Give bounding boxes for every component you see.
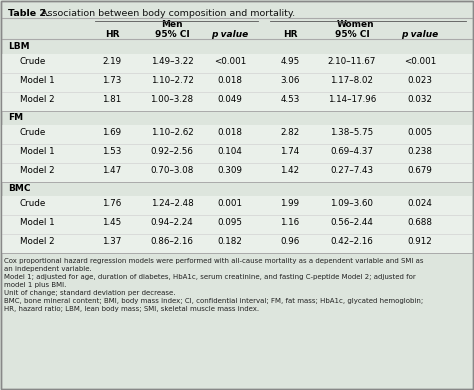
Text: Model 2: Model 2 <box>20 237 55 246</box>
Text: 3.06: 3.06 <box>280 76 300 85</box>
Text: 0.182: 0.182 <box>218 237 242 246</box>
Text: 0.018: 0.018 <box>218 128 243 137</box>
Text: Cox proportional hazard regression models were performed with all-cause mortalit: Cox proportional hazard regression model… <box>4 258 423 264</box>
Text: 95% CI: 95% CI <box>335 30 369 39</box>
Text: Crude: Crude <box>20 57 46 66</box>
Text: 0.27–7.43: 0.27–7.43 <box>330 166 374 175</box>
Text: 0.005: 0.005 <box>408 128 433 137</box>
Text: 0.095: 0.095 <box>218 218 243 227</box>
Text: model 1 plus BMI.: model 1 plus BMI. <box>4 282 66 288</box>
Text: Crude: Crude <box>20 128 46 137</box>
Text: 0.309: 0.309 <box>218 166 243 175</box>
Text: 1.17–8.02: 1.17–8.02 <box>330 76 374 85</box>
Text: 1.09–3.60: 1.09–3.60 <box>330 199 374 208</box>
Text: 0.679: 0.679 <box>408 166 432 175</box>
Bar <box>2 144 472 163</box>
Text: 1.10–2.72: 1.10–2.72 <box>151 76 193 85</box>
Text: Model 1: Model 1 <box>20 147 55 156</box>
Text: 0.94–2.24: 0.94–2.24 <box>151 218 193 227</box>
Text: 2.19: 2.19 <box>102 57 121 66</box>
Text: HR: HR <box>105 30 119 39</box>
Text: 0.69–4.37: 0.69–4.37 <box>330 147 374 156</box>
Text: 2.10–11.67: 2.10–11.67 <box>328 57 376 66</box>
Text: 1.49–3.22: 1.49–3.22 <box>151 57 193 66</box>
Text: 0.96: 0.96 <box>281 237 300 246</box>
Text: 0.42–2.16: 0.42–2.16 <box>331 237 374 246</box>
Bar <box>2 215 472 234</box>
Text: 0.001: 0.001 <box>218 199 243 208</box>
Text: 0.688: 0.688 <box>408 218 432 227</box>
Text: 4.95: 4.95 <box>281 57 300 66</box>
Text: p value: p value <box>211 30 249 39</box>
Text: <0.001: <0.001 <box>404 57 436 66</box>
Text: HR: HR <box>283 30 297 39</box>
Text: 0.024: 0.024 <box>408 199 432 208</box>
Text: 1.76: 1.76 <box>102 199 122 208</box>
Text: Model 1; adjusted for age, duration of diabetes, HbA1c, serum creatinine, and fa: Model 1; adjusted for age, duration of d… <box>4 274 416 280</box>
Text: 1.00–3.28: 1.00–3.28 <box>150 95 193 104</box>
Bar <box>2 163 472 182</box>
Text: 1.73: 1.73 <box>102 76 122 85</box>
Bar <box>2 54 472 73</box>
Text: FM: FM <box>8 113 23 122</box>
Text: Crude: Crude <box>20 199 46 208</box>
Text: 1.16: 1.16 <box>281 218 300 227</box>
Text: Model 2: Model 2 <box>20 166 55 175</box>
Bar <box>2 125 472 144</box>
Text: 4.53: 4.53 <box>280 95 300 104</box>
Text: 1.37: 1.37 <box>102 237 122 246</box>
Bar <box>2 73 472 92</box>
Text: 1.69: 1.69 <box>102 128 121 137</box>
Text: Unit of change; standard deviation per decrease.: Unit of change; standard deviation per d… <box>4 290 175 296</box>
Bar <box>2 234 472 253</box>
Text: Men: Men <box>161 20 182 29</box>
Text: 0.023: 0.023 <box>408 76 432 85</box>
Text: 0.104: 0.104 <box>218 147 242 156</box>
Text: 1.45: 1.45 <box>102 218 122 227</box>
Text: 0.56–2.44: 0.56–2.44 <box>330 218 374 227</box>
Text: BMC: BMC <box>8 184 30 193</box>
Text: p value: p value <box>401 30 438 39</box>
Text: 1.81: 1.81 <box>102 95 122 104</box>
Text: 1.99: 1.99 <box>281 199 300 208</box>
Text: Model 1: Model 1 <box>20 218 55 227</box>
Text: 1.14–17.96: 1.14–17.96 <box>328 95 376 104</box>
Text: Model 2: Model 2 <box>20 95 55 104</box>
Text: an independent variable.: an independent variable. <box>4 266 92 272</box>
Bar <box>2 92 472 111</box>
Text: LBM: LBM <box>8 42 29 51</box>
Text: 1.24–2.48: 1.24–2.48 <box>151 199 193 208</box>
Text: Model 1: Model 1 <box>20 76 55 85</box>
Text: Table 2.: Table 2. <box>8 9 50 18</box>
Text: 1.53: 1.53 <box>102 147 122 156</box>
Text: 0.032: 0.032 <box>408 95 432 104</box>
Text: 0.70–3.08: 0.70–3.08 <box>150 166 194 175</box>
Text: Association between body composition and mortality.: Association between body composition and… <box>41 9 295 18</box>
Text: 0.86–2.16: 0.86–2.16 <box>151 237 193 246</box>
Text: 1.38–5.75: 1.38–5.75 <box>330 128 374 137</box>
Text: 0.049: 0.049 <box>218 95 242 104</box>
Text: <0.001: <0.001 <box>214 57 246 66</box>
Text: 95% CI: 95% CI <box>155 30 190 39</box>
Text: Women: Women <box>337 20 374 29</box>
Text: 1.74: 1.74 <box>281 147 300 156</box>
Bar <box>2 196 472 215</box>
Text: BMC, bone mineral content; BMI, body mass index; CI, confidential interval; FM, : BMC, bone mineral content; BMI, body mas… <box>4 298 423 304</box>
Text: 0.018: 0.018 <box>218 76 243 85</box>
Text: 2.82: 2.82 <box>281 128 300 137</box>
Text: 0.912: 0.912 <box>408 237 432 246</box>
Text: 1.10–2.62: 1.10–2.62 <box>151 128 193 137</box>
Text: 1.42: 1.42 <box>281 166 300 175</box>
Text: 0.92–2.56: 0.92–2.56 <box>151 147 193 156</box>
Text: 1.47: 1.47 <box>102 166 122 175</box>
Text: 0.238: 0.238 <box>408 147 432 156</box>
Text: HR, hazard ratio; LBM, lean body mass; SMI, skeletal muscle mass index.: HR, hazard ratio; LBM, lean body mass; S… <box>4 306 259 312</box>
